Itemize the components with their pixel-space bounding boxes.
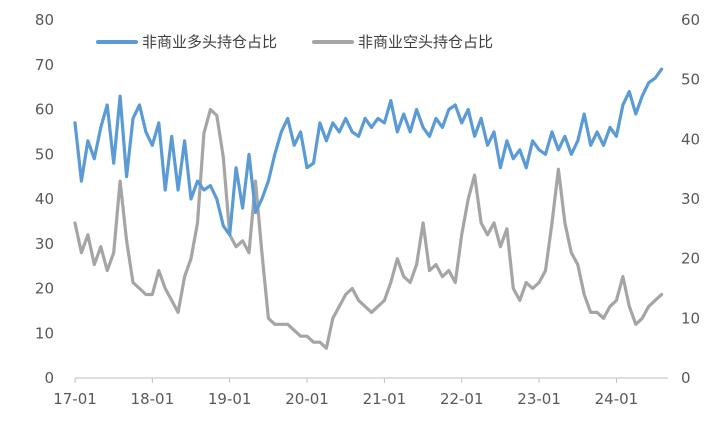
legend-label: 非商业多头持仓占比: [142, 33, 277, 51]
y-right-tick-label: 40: [681, 130, 700, 148]
y-left-tick-label: 0: [44, 369, 54, 387]
x-tick-label: 20-01: [285, 390, 329, 408]
y-left-tick-label: 70: [35, 56, 54, 74]
y-left-tick-label: 20: [35, 280, 54, 298]
x-tick-label: 23-01: [517, 390, 561, 408]
series-group: [73, 67, 664, 350]
y-right-tick-label: 60: [681, 11, 700, 29]
y-left-tick-label: 60: [35, 101, 54, 119]
y-left-tick-label: 10: [35, 324, 54, 342]
y-right-tick-label: 50: [681, 71, 700, 89]
y-right-tick-label: 10: [681, 309, 700, 327]
y-left-tick-label: 40: [35, 190, 54, 208]
y-right-tick-label: 0: [681, 369, 691, 387]
y-left-tick-label: 50: [35, 145, 54, 163]
axes-group: 0 10 20 30 40 50 60 70 80 0 10 20 30 40 50 60 17-01 18-01…: [35, 11, 700, 408]
y-left-tick-label: 80: [35, 11, 54, 29]
x-tick-label: 19-01: [208, 390, 252, 408]
legend-label: 非商业空头持仓占比: [358, 33, 493, 51]
series-line-short: [73, 107, 664, 350]
y-left-tick-label: 30: [35, 235, 54, 253]
x-tick-label: 17-01: [53, 390, 97, 408]
y-right-tick-label: 20: [681, 250, 700, 268]
x-tick-label: 22-01: [440, 390, 484, 408]
series-line-long: [73, 67, 664, 237]
legend: 非商业多头持仓占比 非商业空头持仓占比: [96, 33, 493, 51]
x-tick-label: 18-01: [131, 390, 175, 408]
x-tick-label: 21-01: [363, 390, 407, 408]
y-right-tick-label: 30: [681, 190, 700, 208]
x-tick-label: 24-01: [595, 390, 639, 408]
